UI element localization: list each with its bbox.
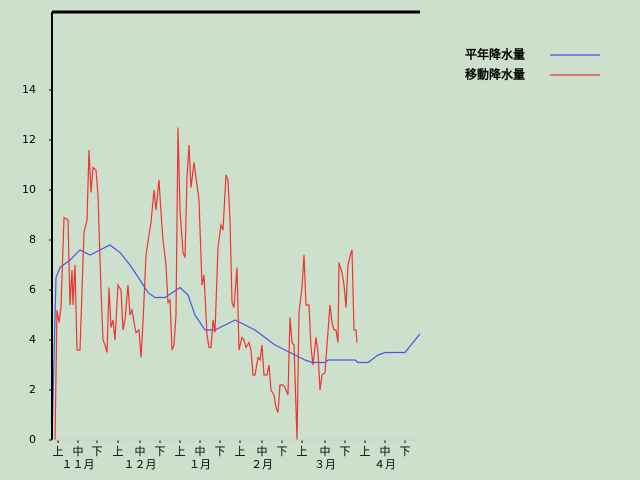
y-tick-label: 10 bbox=[22, 183, 36, 196]
month-label: ３月 bbox=[314, 458, 336, 471]
x-tick-label: 下 bbox=[400, 445, 411, 458]
x-tick-label: 下 bbox=[92, 445, 103, 458]
x-tick-label: 中 bbox=[257, 445, 268, 458]
x-tick-label: 上 bbox=[113, 445, 124, 458]
month-label: ４月 bbox=[374, 458, 396, 471]
x-tick-label: 上 bbox=[53, 445, 64, 458]
month-label: １１月 bbox=[62, 458, 95, 471]
x-tick-label: 上 bbox=[175, 445, 186, 458]
x-tick-label: 下 bbox=[155, 445, 166, 458]
y-tick-label: 2 bbox=[29, 383, 36, 396]
x-tick-label: 下 bbox=[215, 445, 226, 458]
y-tick-label: 6 bbox=[29, 283, 36, 296]
month-label: １月 bbox=[189, 458, 211, 471]
series-line bbox=[51, 244, 421, 441]
y-tick-label: 0 bbox=[29, 433, 36, 446]
x-tick-label: 上 bbox=[297, 445, 308, 458]
x-tick-label: 中 bbox=[320, 445, 331, 458]
x-tick-label: 下 bbox=[340, 445, 351, 458]
x-tick-label: 上 bbox=[235, 445, 246, 458]
x-tick-label: 中 bbox=[380, 445, 391, 458]
legend-label: 平年降水量 bbox=[465, 47, 525, 62]
month-label: ２月 bbox=[251, 458, 273, 471]
x-tick-label: 上 bbox=[360, 445, 371, 458]
y-tick-label: 4 bbox=[29, 333, 36, 346]
x-tick-label: 中 bbox=[73, 445, 84, 458]
y-tick-label: 8 bbox=[29, 233, 36, 246]
month-label: １２月 bbox=[124, 458, 157, 471]
x-tick-label: 下 bbox=[277, 445, 288, 458]
y-tick-label: 14 bbox=[22, 83, 36, 96]
y-tick-label: 12 bbox=[22, 133, 36, 146]
legend-label: 移動降水量 bbox=[465, 67, 525, 82]
x-tick-label: 中 bbox=[135, 445, 146, 458]
series-line bbox=[54, 127, 358, 441]
x-tick-label: 中 bbox=[195, 445, 206, 458]
